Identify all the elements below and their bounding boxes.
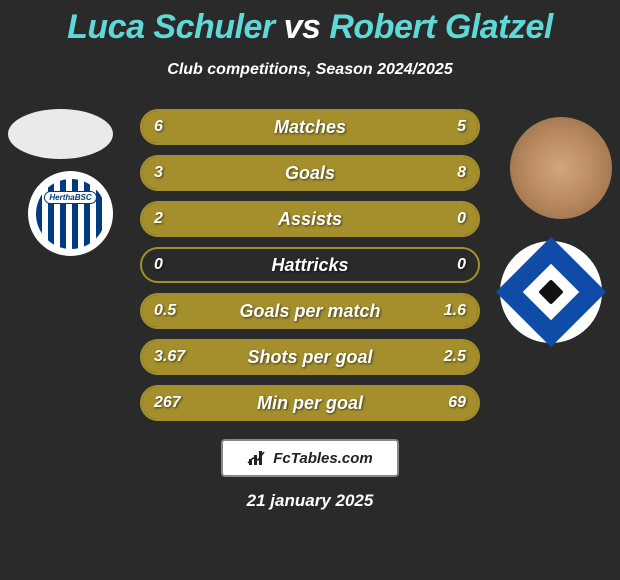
stat-row: 0.51.6Goals per match [140,293,480,329]
player1-club-badge: HerthaBSC [28,171,113,256]
player1-name: Luca Schuler [67,8,275,46]
stat-row: 3.672.5Shots per goal [140,339,480,375]
date-label: 21 january 2025 [0,491,620,511]
stat-label: Goals [142,163,478,184]
comparison-content: HerthaBSC 65Matches 38Goals 20Assists 00Hat… [0,109,620,421]
stat-row: 65Matches [140,109,480,145]
subtitle: Club competitions, Season 2024/2025 [0,61,620,79]
hsv-diamond-dot-icon [538,279,563,304]
stat-row: 26769Min per goal [140,385,480,421]
stat-label: Hattricks [142,255,478,276]
stat-label: Assists [142,209,478,230]
brand-logo: FcTables.com [221,439,399,477]
hsv-diamond-outer-icon [496,237,606,347]
stat-row: 20Assists [140,201,480,237]
hertha-badge-label: HerthaBSC [44,191,96,204]
stat-label: Min per goal [142,393,478,414]
stat-label: Goals per match [142,301,478,322]
title-vs: vs [284,8,321,46]
player2-club-badge [500,241,602,343]
chart-icon [247,449,269,467]
stats-bars: 65Matches 38Goals 20Assists 00Hattricks 0.51… [140,109,480,421]
stat-label: Shots per goal [142,347,478,368]
stat-label: Matches [142,117,478,138]
stat-row: 38Goals [140,155,480,191]
player2-name: Robert Glatzel [329,8,552,46]
player1-avatar [8,109,113,159]
player2-avatar [510,117,612,219]
page-title: Luca Schuler vs Robert Glatzel [0,0,620,47]
stat-row: 00Hattricks [140,247,480,283]
brand-label: FcTables.com [273,450,372,467]
hertha-stripes-icon: HerthaBSC [36,179,106,249]
hsv-diamond-inner-icon [523,264,580,321]
